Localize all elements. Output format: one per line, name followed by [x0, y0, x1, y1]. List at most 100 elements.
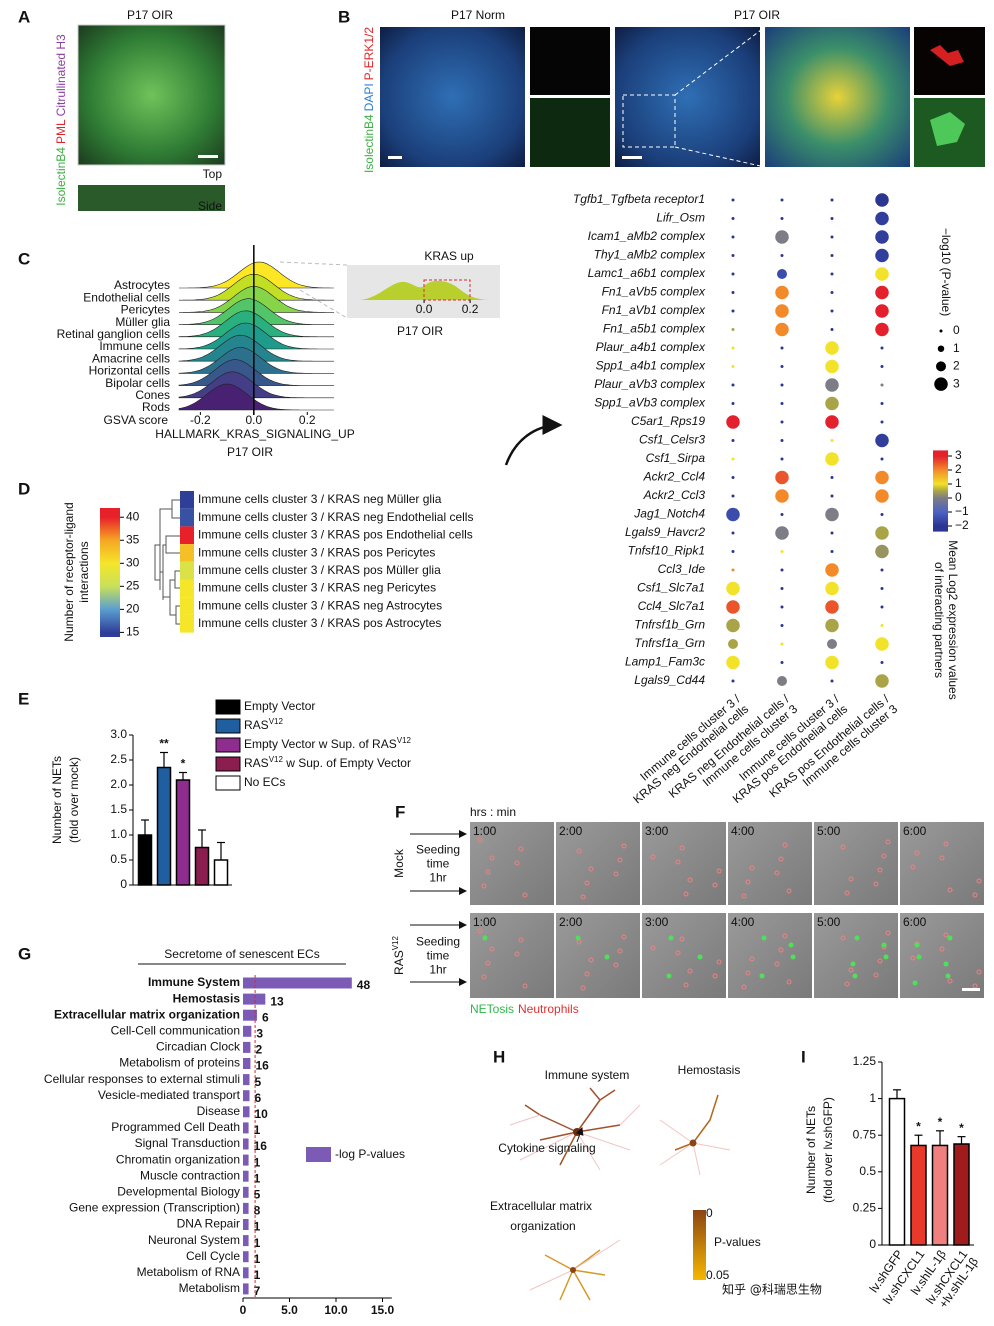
inset-tick-label: 0.0 — [416, 302, 433, 316]
significance: * — [916, 1119, 921, 1133]
dot — [731, 550, 735, 553]
bar — [243, 1074, 250, 1086]
category-label: Metabolism of proteins — [119, 1056, 240, 1070]
count-label: 16 — [254, 1139, 268, 1153]
neutrophil — [877, 867, 883, 873]
time-label: 5:00 — [817, 915, 841, 929]
time-label: 3:00 — [645, 824, 669, 838]
stain-name: DAPI — [362, 83, 376, 111]
neutrophil — [844, 890, 850, 896]
dot — [830, 291, 834, 294]
dot — [880, 624, 884, 627]
y-tick-label: 0.75 — [853, 1127, 877, 1141]
legend-label-part: RAS — [244, 756, 269, 770]
row-label: Immune cells cluster 3 / KRAS neg Müller… — [198, 492, 442, 506]
dot — [780, 513, 784, 516]
legend-label-sup: V12 — [397, 736, 412, 745]
scale-bar — [962, 988, 980, 991]
dot — [830, 476, 834, 479]
zoom-box — [622, 94, 676, 148]
color-legend-bar — [933, 450, 948, 532]
time-label: 3:00 — [645, 915, 669, 929]
x-axis-title: HALLMARK_KRAS_SIGNALING_UP — [155, 427, 354, 441]
row-label: Ackr2_Ccl4 — [643, 470, 706, 484]
size-legend-title: −log10 (P-value) — [939, 228, 953, 316]
neutrophil — [489, 855, 495, 861]
dot — [825, 341, 839, 355]
pathway-label: Cytokine signaling — [498, 1141, 595, 1155]
legend-label: Empty Vector w Sup. of RASV12 — [244, 736, 412, 752]
dot — [726, 415, 740, 429]
dot — [775, 489, 789, 503]
count-label: 7 — [254, 1284, 261, 1298]
dot — [731, 476, 735, 479]
size-legend-dot — [939, 329, 943, 333]
category-label: Metabolism of RNA — [137, 1265, 240, 1279]
y-tick-label: 0.5 — [859, 1164, 876, 1178]
x-tick-label: 0.0 — [245, 413, 262, 427]
inset-link — [299, 289, 348, 319]
count-label: 8 — [254, 1204, 261, 1218]
neutrophil — [650, 854, 656, 860]
dot — [880, 661, 884, 664]
ridge-label: Horizontal cells — [89, 364, 170, 378]
neutrophil — [778, 856, 784, 862]
dot — [731, 439, 735, 442]
colorbar-tick-label: 15 — [126, 625, 140, 639]
neutrophil — [844, 981, 850, 987]
dot — [731, 254, 735, 257]
bar — [243, 1267, 249, 1279]
neutrophil — [584, 880, 590, 886]
dot — [726, 618, 740, 633]
neutrophil — [947, 887, 953, 893]
ecm-network-faint — [529, 1239, 621, 1291]
row-label: Lifr_Osm — [656, 211, 705, 225]
neutrophil — [617, 948, 623, 954]
row-label: Lgals9_Cd44 — [634, 673, 705, 687]
category-label: Vesicle-mediated transport — [98, 1088, 241, 1102]
legend-swatch — [215, 756, 241, 772]
row-label: Csf1_Sirpa — [646, 451, 706, 465]
color-legend-label: 0 — [955, 490, 962, 504]
dot — [880, 605, 884, 609]
count-label: 1 — [254, 1220, 261, 1234]
dot — [825, 378, 839, 392]
dot — [875, 526, 889, 540]
dot — [780, 420, 784, 424]
significance: * — [181, 757, 186, 771]
netosis — [883, 954, 889, 960]
time-label: 6:00 — [903, 915, 927, 929]
row-label: Tnfrsf1b_Grn — [634, 618, 705, 632]
pointer — [575, 1127, 584, 1143]
netosis — [790, 954, 796, 960]
dot — [780, 457, 784, 461]
y-tick-label: 3.0 — [110, 727, 127, 741]
dot — [830, 494, 834, 498]
netosis — [666, 973, 672, 979]
dot — [875, 285, 889, 300]
dot — [875, 267, 889, 281]
dot — [825, 581, 839, 596]
perk-signal — [930, 45, 964, 66]
neutrophil — [613, 871, 619, 877]
neutrophil — [675, 859, 681, 865]
row-label: Immune cells cluster 3 / KRAS pos Pericy… — [198, 545, 435, 559]
immune-network — [524, 1087, 621, 1166]
legend-label: RASV12 w Sup. of Empty Vector — [244, 755, 411, 771]
dot — [726, 600, 740, 614]
y-tick-label: 2.0 — [110, 777, 127, 791]
neutrophil — [910, 955, 916, 961]
row-label: Immune cells cluster 3 / KRAS neg Astroc… — [198, 598, 442, 612]
dot — [780, 383, 784, 387]
x-tick-label: 15.0 — [371, 1303, 395, 1317]
colorbar-title: interactions — [77, 541, 91, 602]
dot — [775, 322, 789, 337]
y-tick-label: 0 — [120, 877, 127, 891]
bar — [243, 1041, 251, 1053]
row-label: Tgfb1_Tgfbeta receptor1 — [573, 192, 705, 206]
dot — [830, 254, 834, 257]
stain-name: P-ERK1/2 — [362, 27, 376, 81]
bar — [243, 1170, 249, 1182]
bar — [243, 1090, 250, 1102]
